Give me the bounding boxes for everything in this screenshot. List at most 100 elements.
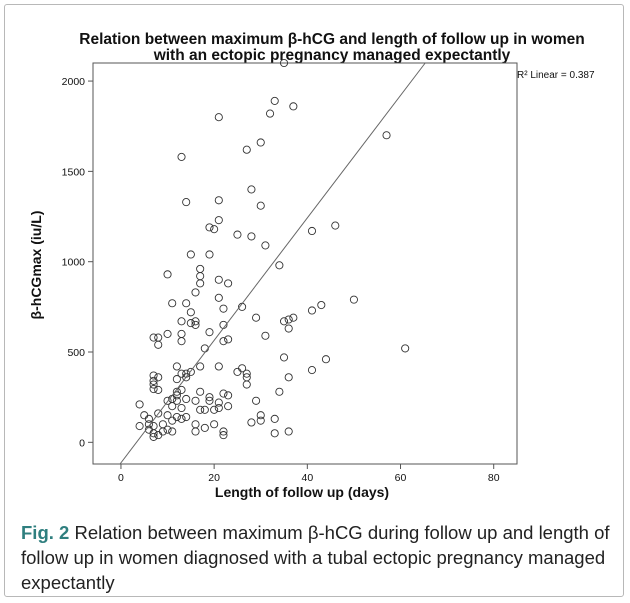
data-point: [144, 414, 153, 423]
data-point: [154, 385, 163, 394]
y-tick-label: 500: [67, 347, 85, 359]
y-tick-label: 1500: [62, 166, 86, 178]
data-point: [177, 337, 186, 346]
data-point: [191, 427, 200, 436]
data-point: [321, 355, 331, 364]
data-point: [205, 250, 214, 259]
y-tick-label: 0: [79, 437, 85, 449]
data-point: [149, 333, 158, 342]
data-point: [168, 427, 177, 436]
data-point: [172, 375, 181, 384]
data-point: [242, 380, 251, 389]
data-point: [247, 185, 256, 194]
data-point: [163, 270, 172, 279]
data-point: [289, 313, 298, 322]
data-point: [219, 389, 228, 398]
data-point: [191, 396, 200, 405]
data-point: [219, 337, 228, 346]
data-point: [182, 198, 191, 207]
data-point: [172, 396, 181, 405]
scatter-chart: Relation between maximum β-hCG and lengt…: [28, 31, 595, 500]
x-tick-label: 0: [118, 472, 124, 484]
data-points: [135, 58, 410, 441]
data-point: [177, 152, 186, 161]
data-point: [168, 416, 177, 425]
data-point: [177, 403, 186, 413]
data-point: [154, 431, 163, 440]
data-point: [210, 420, 219, 429]
caption-text: Relation between maximum β-hCG during fo…: [21, 522, 610, 593]
data-point: [177, 317, 186, 326]
data-point: [261, 331, 270, 340]
data-point: [266, 109, 275, 118]
data-point: [214, 216, 223, 225]
data-point: [135, 422, 144, 431]
data-point: [210, 405, 219, 414]
data-point: [177, 414, 186, 423]
data-point: [270, 429, 279, 438]
data-point: [191, 288, 200, 297]
data-point: [191, 320, 200, 329]
data-point: [401, 344, 410, 353]
data-point: [205, 223, 214, 232]
data-point: [214, 113, 223, 122]
data-point: [256, 138, 265, 147]
figure-caption: Fig. 2 Relation between maximum β-hCG du…: [21, 520, 611, 595]
data-point: [196, 405, 205, 414]
data-point: [182, 394, 191, 404]
data-point: [154, 409, 163, 418]
data-point: [270, 96, 279, 105]
data-point: [279, 58, 289, 68]
data-point: [331, 221, 340, 230]
data-point: [177, 329, 186, 338]
y-tick-label: 1000: [62, 257, 86, 269]
data-point: [242, 373, 251, 382]
data-point: [307, 306, 317, 315]
x-tick-label: 80: [488, 472, 500, 484]
data-point: [284, 427, 293, 436]
data-point: [247, 232, 256, 241]
data-point: [182, 373, 191, 382]
y-axis-ticks: 0 500 1000 1500 2000: [62, 76, 93, 449]
data-point: [205, 393, 214, 402]
data-point: [317, 300, 326, 310]
x-axis-title: Length of follow up (days): [215, 484, 389, 500]
data-point: [279, 353, 289, 362]
data-point: [172, 412, 181, 422]
data-point: [284, 324, 293, 333]
data-point: [163, 411, 172, 420]
data-point: [252, 396, 261, 405]
data-point: [196, 362, 205, 371]
data-point: [135, 400, 144, 409]
linear-fit-line: [119, 62, 426, 465]
data-point: [307, 226, 317, 236]
data-point: [177, 385, 186, 394]
fit-line-label: R² Linear = 0.387: [517, 70, 595, 81]
data-point: [154, 333, 163, 342]
data-point: [214, 362, 223, 371]
data-point: [284, 373, 293, 382]
data-point: [224, 279, 233, 288]
x-tick-label: 60: [395, 472, 407, 484]
data-point: [261, 241, 270, 250]
data-point: [158, 427, 167, 436]
data-point: [242, 145, 251, 154]
data-point: [196, 387, 205, 396]
data-point: [191, 317, 200, 326]
data-point: [256, 416, 265, 425]
chart-title-line-1: Relation between maximum β-hCG and lengt…: [79, 31, 584, 48]
data-point: [233, 230, 242, 239]
data-point: [214, 293, 223, 302]
data-point: [252, 313, 261, 322]
data-point: [214, 275, 223, 284]
data-point: [200, 405, 209, 414]
data-point: [172, 387, 181, 396]
figure-frame: [4, 4, 624, 597]
data-point: [149, 384, 158, 394]
data-point: [214, 398, 223, 407]
plot-area: [92, 62, 518, 465]
data-point: [186, 319, 195, 328]
data-point: [186, 367, 195, 376]
data-point: [168, 402, 177, 411]
data-point: [219, 304, 228, 313]
